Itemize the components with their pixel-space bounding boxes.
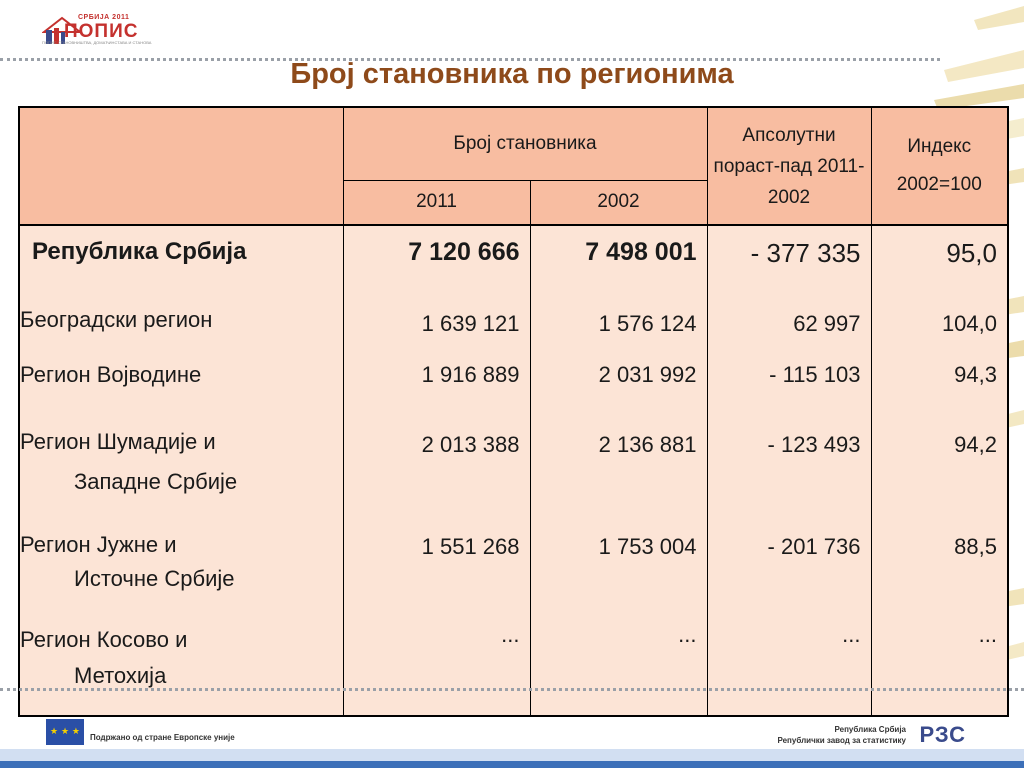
- region-name: Регион Шумадије и Западне Србије: [18, 412, 344, 528]
- header-index-line2: 2002=100: [896, 174, 982, 195]
- rzs-line2: Републички завод за статистику: [777, 736, 906, 745]
- region-2002: 1 753 004: [529, 528, 708, 622]
- bottom-bar-dark: [0, 761, 1024, 768]
- region-name-line1: Регион Шумадије и: [20, 429, 216, 454]
- region-2011: 1 551 268: [342, 528, 531, 622]
- region-name-line2: Западне Србије: [74, 469, 238, 494]
- region-name: Београдски регион: [18, 307, 344, 362]
- header-year-2002: 2002: [529, 179, 708, 226]
- region-2002: 2 136 881: [529, 412, 708, 528]
- table-row: Регион Јужне и Источне Србије 1 551 268 …: [18, 528, 1009, 622]
- bottom-dotted-line: [0, 688, 1024, 691]
- total-name: Република Србија: [18, 224, 344, 307]
- region-change: - 123 493: [706, 412, 872, 528]
- top-dotted-line: [0, 58, 940, 61]
- population-table: Број становника Апсолутни пораст-пад 201…: [18, 106, 1009, 717]
- total-2002: 7 498 001: [529, 224, 708, 307]
- region-index: ...: [870, 622, 1009, 716]
- region-name: Регион Косово и Метохија: [18, 622, 344, 716]
- total-change: - 377 335: [706, 224, 872, 307]
- region-index: 94,2: [870, 412, 1009, 528]
- region-index: 88,5: [870, 528, 1009, 622]
- header-empty-cell: [18, 106, 344, 226]
- header-change-label: Апсолутни пораст-пад 2011-2002: [713, 124, 865, 208]
- eu-stars-icon: ★ ★ ★: [50, 727, 80, 737]
- page-title: Број становника по регионима: [290, 58, 734, 90]
- header-index-line1: Индекс: [907, 136, 972, 157]
- rzs-text: Република Србија Републички завод за ста…: [777, 724, 906, 746]
- header-year-2011: 2011: [342, 179, 531, 226]
- header-population: Број становника: [342, 106, 708, 181]
- region-2011: 2 013 388: [342, 412, 531, 528]
- region-2002: 1 576 124: [529, 307, 708, 362]
- region-2002: ...: [529, 622, 708, 716]
- region-name-line1: Београдски регион: [20, 307, 213, 332]
- region-name-line2: Метохија: [74, 663, 167, 688]
- table-row: Регион Шумадије и Западне Србије 2 013 3…: [18, 412, 1009, 528]
- logo-tagline: ПОПИС СТАНОВНИШТВА, ДОМАЋИНСТАВА И СТАНО…: [42, 40, 152, 45]
- eu-support-text: Подржано од стране Европске уније: [90, 733, 235, 742]
- region-index: 94,3: [870, 362, 1009, 412]
- logo-main-text: ПОПИС: [64, 21, 139, 42]
- region-2011: ...: [342, 622, 531, 716]
- region-name-line1: Регион Косово и: [20, 627, 188, 652]
- census-logo: [42, 16, 83, 44]
- region-name: Регион Јужне и Источне Србије: [18, 528, 344, 622]
- region-change: - 115 103: [706, 362, 872, 412]
- region-name-line1: Регион Војводине: [20, 362, 202, 387]
- total-row: Република Србија 7 120 666 7 498 001 - 3…: [18, 224, 1009, 307]
- region-2011: 1 639 121: [342, 307, 531, 362]
- rzs-line1: Република Србија: [834, 725, 906, 734]
- region-change: - 201 736: [706, 528, 872, 622]
- header-index: Индекс 2002=100: [870, 106, 1009, 226]
- eu-flag-icon: [46, 719, 84, 745]
- logo-top-text: СРБИЈА 2011: [78, 14, 130, 21]
- header-change: Апсолутни пораст-пад 2011-2002: [706, 106, 872, 226]
- table-row: Београдски регион 1 639 121 1 576 124 62…: [18, 307, 1009, 362]
- table-row: Регион Војводине 1 916 889 2 031 992 - 1…: [18, 362, 1009, 412]
- total-2011: 7 120 666: [342, 224, 531, 307]
- total-index: 95,0: [870, 224, 1009, 307]
- region-index: 104,0: [870, 307, 1009, 362]
- region-2002: 2 031 992: [529, 362, 708, 412]
- region-name-line1: Регион Јужне и: [20, 532, 177, 557]
- rzs-logo: РЗС: [919, 722, 966, 747]
- region-change: ...: [706, 622, 872, 716]
- region-name-line2: Источне Србије: [74, 566, 235, 591]
- table-row: Регион Косово и Метохија ... ... ... ...: [18, 622, 1009, 716]
- region-change: 62 997: [706, 307, 872, 362]
- region-2011: 1 916 889: [342, 362, 531, 412]
- region-name: Регион Војводине: [18, 362, 344, 412]
